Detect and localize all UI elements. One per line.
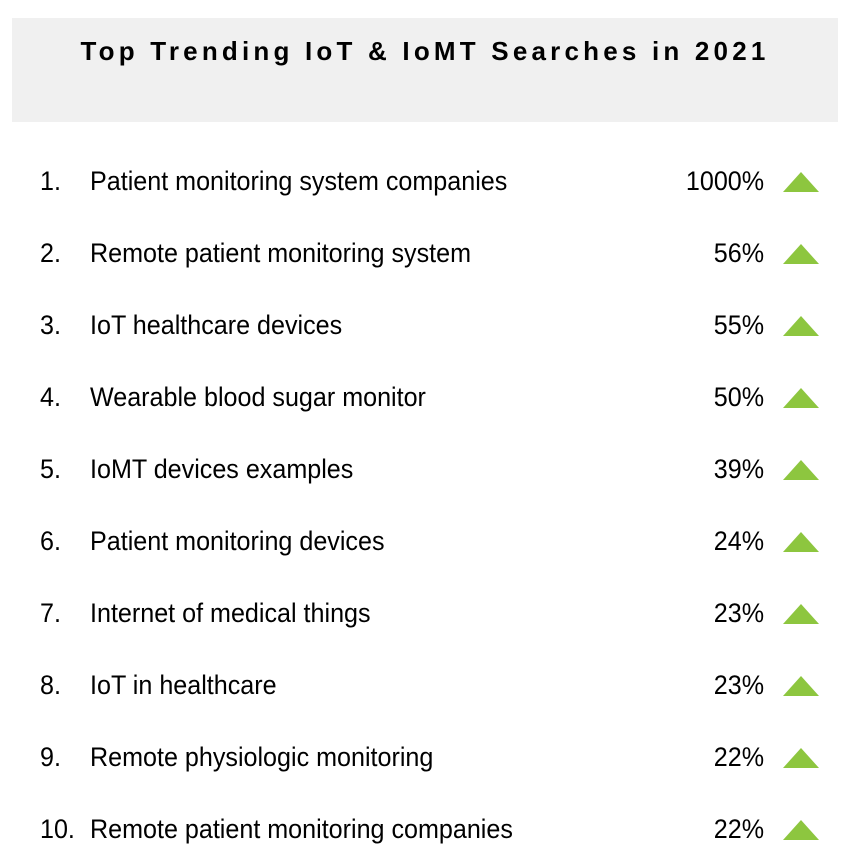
- up-triangle-icon: [783, 676, 819, 696]
- item-label: IoMT devices examples: [90, 454, 354, 484]
- item-label: Patient monitoring devices: [90, 526, 385, 556]
- item-label: Patient monitoring system companies: [90, 166, 508, 196]
- item-label: IoT healthcare devices: [90, 310, 343, 340]
- item-change: 23%: [713, 598, 764, 628]
- list-item: 10. Remote patient monitoring companies 22…: [0, 809, 856, 849]
- item-change: 50%: [713, 382, 764, 412]
- list-item: 3. IoT healthcare devices 55%: [0, 305, 856, 345]
- item-label: Internet of medical things: [90, 598, 371, 628]
- item-rank: 1.: [40, 166, 61, 196]
- up-triangle-icon: [783, 748, 819, 768]
- list-item: 6. Patient monitoring devices 24%: [0, 521, 856, 561]
- list-item: 5. IoMT devices examples 39%: [0, 449, 856, 489]
- item-change: 23%: [713, 670, 764, 700]
- item-change: 39%: [713, 454, 764, 484]
- item-change: 22%: [713, 814, 764, 844]
- item-rank: 2.: [40, 238, 61, 268]
- up-triangle-icon: [783, 604, 819, 624]
- list-item: 8. IoT in healthcare 23%: [0, 665, 856, 705]
- item-label: Remote physiologic monitoring: [90, 742, 434, 772]
- item-rank: 3.: [40, 310, 61, 340]
- up-triangle-icon: [783, 820, 819, 840]
- item-label: Remote patient monitoring system: [90, 238, 472, 268]
- item-change: 22%: [713, 742, 764, 772]
- up-triangle-icon: [783, 460, 819, 480]
- up-triangle-icon: [783, 532, 819, 552]
- list-item: 7. Internet of medical things 23%: [0, 593, 856, 633]
- item-rank: 9.: [40, 742, 61, 772]
- item-rank: 6.: [40, 526, 61, 556]
- item-rank: 10.: [40, 814, 75, 844]
- item-rank: 5.: [40, 454, 61, 484]
- up-triangle-icon: [783, 388, 819, 408]
- up-triangle-icon: [783, 172, 819, 192]
- page-title: Top Trending IoT & IoMT Searches in 2021: [80, 36, 770, 66]
- item-rank: 4.: [40, 382, 61, 412]
- item-rank: 7.: [40, 598, 61, 628]
- item-label: IoT in healthcare: [90, 670, 277, 700]
- up-triangle-icon: [783, 316, 819, 336]
- up-triangle-icon: [783, 244, 819, 264]
- item-label: Wearable blood sugar monitor: [90, 382, 426, 412]
- list-item: 1. Patient monitoring system companies 100…: [0, 161, 856, 201]
- item-label: Remote patient monitoring companies: [90, 814, 513, 844]
- item-change: 55%: [713, 310, 764, 340]
- item-change: 24%: [713, 526, 764, 556]
- list-item: 9. Remote physiologic monitoring 22%: [0, 737, 856, 777]
- item-change: 1000%: [685, 166, 764, 196]
- item-change: 56%: [713, 238, 764, 268]
- item-rank: 8.: [40, 670, 61, 700]
- list-item: 2. Remote patient monitoring system 56%: [0, 233, 856, 273]
- list-item: 4. Wearable blood sugar monitor 50%: [0, 377, 856, 417]
- header-banner: Top Trending IoT & IoMT Searches in 2021: [12, 18, 838, 122]
